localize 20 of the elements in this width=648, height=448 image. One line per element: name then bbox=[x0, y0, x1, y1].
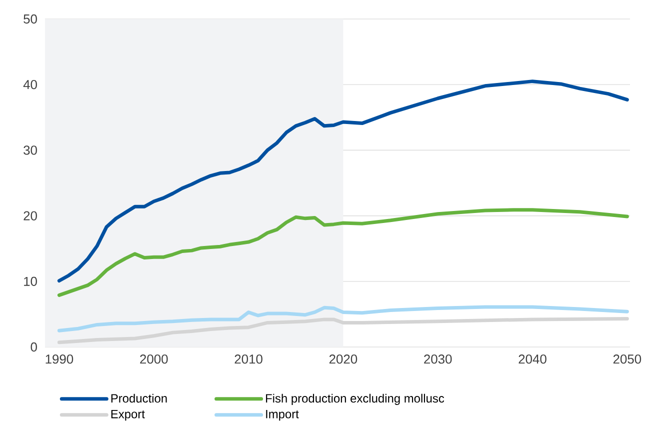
legend-label: Production bbox=[111, 394, 167, 403]
x-tick-label: 2040 bbox=[518, 354, 546, 364]
line-series bbox=[57, 317, 629, 344]
legend-label: Export bbox=[111, 410, 145, 421]
x-tick-label: 2030 bbox=[424, 354, 452, 364]
line-series bbox=[57, 208, 629, 297]
x-tick-label: 2000 bbox=[140, 354, 168, 364]
y-tick-label: 40 bbox=[23, 80, 37, 90]
y-tick-label: 50 bbox=[24, 14, 37, 24]
y-tick-label: 10 bbox=[24, 276, 37, 286]
x-tick-label: 2010 bbox=[234, 354, 262, 364]
x-tick-label: 1990 bbox=[46, 354, 74, 364]
x-tick-label: 2020 bbox=[329, 354, 358, 364]
legend-label: Import bbox=[266, 410, 299, 421]
y-tick-label: 0 bbox=[30, 342, 37, 352]
y-tick-label: 30 bbox=[24, 146, 37, 155]
y-tick-label: 20 bbox=[24, 211, 37, 220]
x-tick-label: 2050 bbox=[613, 354, 642, 364]
legend-label: Fish production excluding mollusc bbox=[266, 394, 444, 405]
line-series bbox=[57, 80, 629, 282]
